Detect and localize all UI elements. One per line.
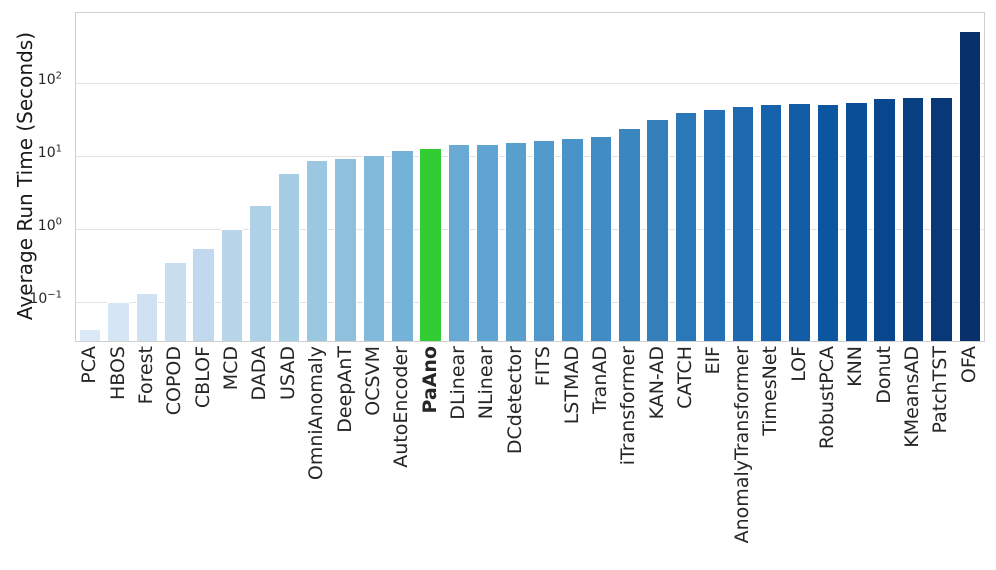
bar-MCD — [220, 229, 244, 341]
bar-CBLOF — [192, 247, 215, 341]
bar-KNN — [845, 102, 868, 341]
x-tick-label-FITS: FITS — [532, 346, 555, 387]
x-tick-label-KNN: KNN — [844, 346, 867, 387]
bar-LOF — [788, 102, 811, 341]
bar-Donut — [873, 98, 896, 341]
bar-AutoEncoder — [391, 150, 414, 341]
x-tick-label-AutoEncoder: AutoEncoder — [390, 346, 413, 468]
bar-HBOS — [107, 302, 130, 341]
x-tick-label-EIF: EIF — [702, 346, 725, 375]
gridline-10e−1 — [76, 301, 984, 303]
y-tick-label: 10−1 — [29, 288, 62, 307]
x-tick-label-TranAD: TranAD — [588, 346, 611, 414]
plot-area — [75, 12, 985, 342]
x-tick-label-Forest: Forest — [134, 346, 157, 405]
x-tick-label-DeepAnT: DeepAnT — [333, 346, 356, 433]
x-tick-label-KAN-AD: KAN-AD — [645, 346, 668, 420]
bar-OCSVM — [362, 154, 386, 341]
x-tick-label-AnomalyTransformer: AnomalyTransformer — [730, 346, 753, 544]
bar-KAN-AD — [646, 119, 669, 341]
x-tick-label-DCdetector: DCdetector — [503, 346, 526, 455]
x-tick-label-DLinear: DLinear — [447, 346, 470, 420]
bar-TranAD — [589, 136, 613, 341]
x-tick-label-CATCH: CATCH — [674, 346, 697, 409]
y-tick-label: 102 — [37, 70, 62, 89]
bar-EIF — [703, 108, 726, 341]
x-tick-label-KMeansAD: KMeansAD — [901, 346, 924, 448]
bar-FITS — [532, 139, 556, 341]
x-tick-label-RobustPCA: RobustPCA — [815, 346, 838, 450]
x-tick-label-CBLOF: CBLOF — [191, 346, 214, 409]
x-tick-label-COPOD: COPOD — [163, 346, 186, 416]
bar-PatchTST — [930, 96, 953, 341]
bar-DeepAnT — [334, 157, 357, 341]
bar-OmniAnomaly — [305, 159, 329, 341]
bar-DLinear — [447, 143, 471, 341]
bar-RobustPCA — [816, 104, 840, 341]
x-tick-label-OmniAnomaly: OmniAnomaly — [305, 346, 328, 481]
gridline-10e2 — [76, 83, 984, 85]
bar-PaAno — [419, 147, 442, 341]
x-tick-label-OCSVM: OCSVM — [361, 346, 384, 416]
x-tick-label-USAD: USAD — [276, 346, 299, 400]
x-tick-label-iTransformer: iTransformer — [617, 346, 640, 466]
y-tick-label: 101 — [37, 143, 62, 162]
x-tick-label-PaAno: PaAno — [418, 346, 441, 414]
x-tick-label-Donut: Donut — [872, 346, 895, 404]
bar-OFA — [958, 30, 982, 341]
x-tick-label-MCD: MCD — [220, 346, 243, 391]
bar-LSTMAD — [561, 137, 584, 341]
x-tick-label-DADA: DADA — [248, 346, 271, 401]
bar-DADA — [249, 205, 272, 341]
x-tick-label-OFA: OFA — [957, 346, 980, 384]
gridline-10e0 — [76, 228, 984, 230]
y-axis-ticks: 102 101 100 10−1 — [0, 12, 68, 340]
x-tick-label-PCA: PCA — [78, 346, 101, 384]
gridline-10e1 — [76, 156, 984, 158]
x-tick-label-NLinear: NLinear — [475, 346, 498, 420]
x-tick-label-PatchTST: PatchTST — [929, 346, 952, 434]
bar-KMeansAD — [901, 97, 925, 341]
bar-iTransformer — [618, 127, 641, 341]
y-tick-label: 100 — [37, 216, 62, 234]
bar-USAD — [277, 173, 301, 341]
x-axis-labels: PCA HBOS Forest COPOD CBLOF MCD DADA USAD OmniAn… — [75, 346, 983, 570]
bar-TimesNet — [759, 104, 783, 341]
bar-NLinear — [476, 143, 499, 341]
x-tick-label-TimesNet: TimesNet — [759, 346, 782, 436]
x-tick-label-HBOS: HBOS — [106, 346, 129, 401]
bar-PCA — [78, 328, 102, 341]
bar-AnomalyTransformer — [731, 105, 755, 341]
bar-COPOD — [164, 261, 187, 341]
bar-Forest — [135, 292, 159, 341]
x-tick-label-LSTMAD: LSTMAD — [560, 346, 583, 425]
x-tick-label-LOF: LOF — [787, 346, 810, 382]
bar-DCdetector — [504, 141, 528, 341]
bar-CATCH — [674, 112, 698, 341]
